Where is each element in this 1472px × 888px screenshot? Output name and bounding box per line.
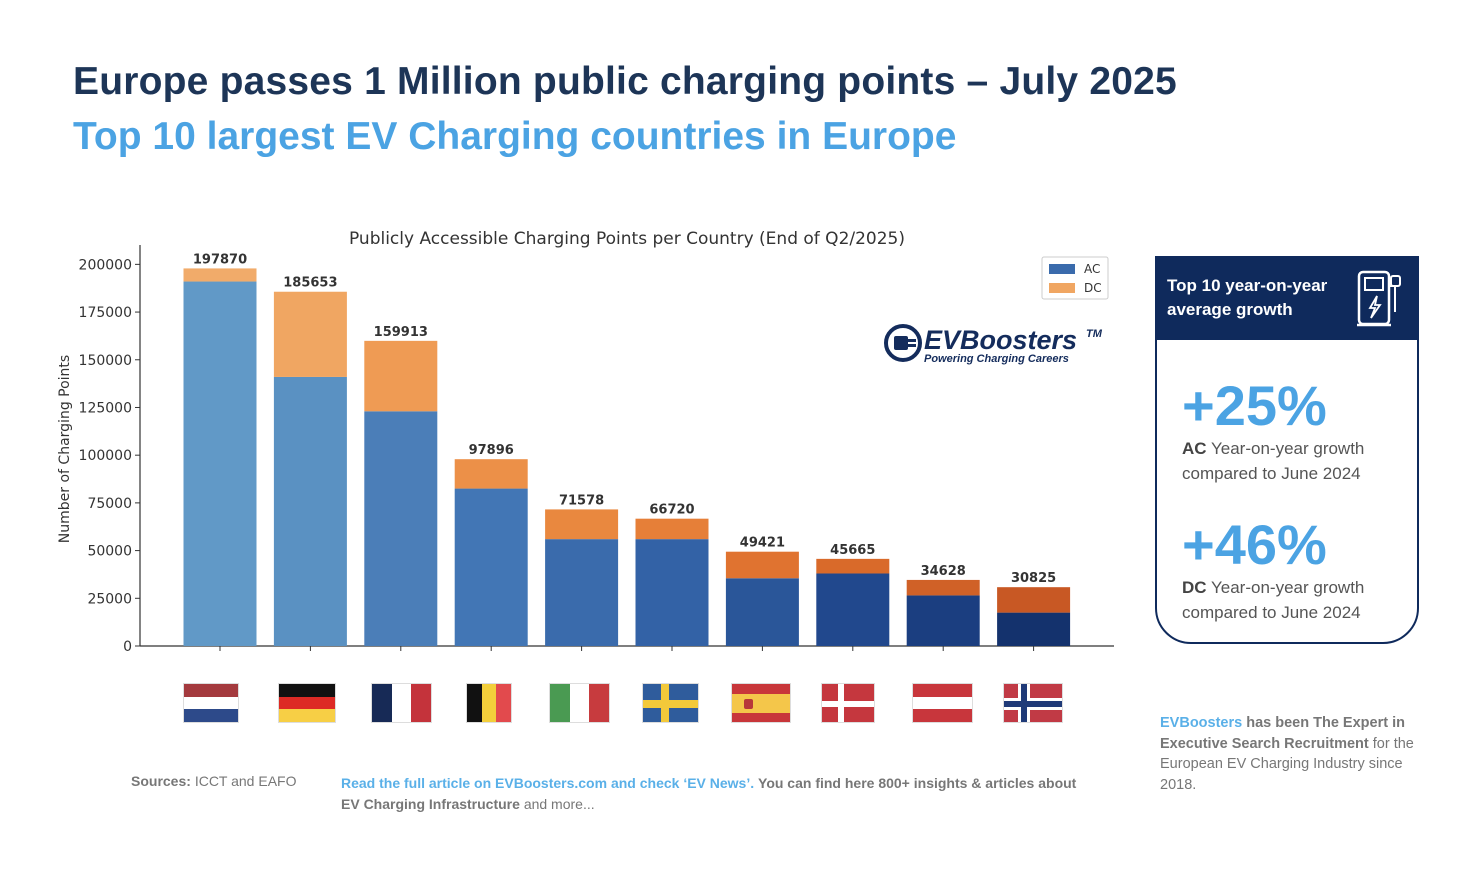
bar-total-label: 159913 bbox=[374, 325, 428, 340]
page-title: Europe passes 1 Million public charging … bbox=[73, 60, 1177, 103]
dc-growth-desc: Year-on-year growth compared to June 202… bbox=[1182, 578, 1365, 622]
bar-dc bbox=[997, 587, 1071, 613]
growth-panel-heading: Top 10 year-on-year average growth bbox=[1167, 276, 1328, 319]
bar-dc bbox=[816, 558, 890, 574]
bar-dc bbox=[364, 340, 438, 412]
flag-norway bbox=[1003, 683, 1063, 723]
bar-total-label: 45665 bbox=[830, 543, 875, 558]
bar-dc bbox=[273, 291, 347, 377]
bar-ac bbox=[364, 411, 438, 646]
legend-swatch-ac bbox=[1049, 264, 1075, 274]
bar-ac bbox=[725, 578, 799, 646]
flag-austria bbox=[912, 683, 973, 723]
dc-growth-label: DC bbox=[1182, 578, 1207, 597]
article-link[interactable]: Read the full article on EVBoosters.com … bbox=[341, 775, 755, 791]
sources-label: Sources: bbox=[131, 773, 191, 789]
growth-panel-header: Top 10 year-on-year average growth bbox=[1157, 258, 1417, 340]
logo-name: EVBoosters bbox=[924, 325, 1077, 355]
y-tick-label: 75000 bbox=[87, 496, 132, 512]
about-brand: EVBoosters bbox=[1160, 715, 1243, 731]
sources: Sources: ICCT and EAFO bbox=[131, 773, 296, 789]
bar-ac bbox=[183, 281, 257, 646]
y-tick-label: 0 bbox=[123, 639, 132, 655]
bar-ac bbox=[997, 612, 1071, 646]
legend-label-dc: DC bbox=[1084, 281, 1102, 295]
evboosters-logo: EVBoosters TM Powering Charging Careers bbox=[882, 322, 1112, 372]
bar-total-label: 185653 bbox=[283, 276, 337, 291]
y-tick-label: 100000 bbox=[79, 448, 132, 464]
y-tick-label: 200000 bbox=[79, 257, 132, 273]
bar-dc bbox=[545, 509, 619, 540]
bar-chart: Publicly Accessible Charging Points per … bbox=[57, 229, 1114, 655]
bar-total-label: 197870 bbox=[193, 252, 247, 267]
logo-tm: TM bbox=[1086, 328, 1103, 340]
ac-growth-label: AC bbox=[1182, 439, 1207, 458]
bar-total-label: 30825 bbox=[1011, 571, 1056, 586]
flag-italy bbox=[549, 683, 610, 723]
ac-growth-value: +25% bbox=[1182, 374, 1327, 437]
bar-dc bbox=[454, 459, 528, 489]
flag-belgium bbox=[466, 683, 512, 723]
flag-france bbox=[371, 683, 432, 723]
dc-growth-value: +46% bbox=[1182, 513, 1327, 576]
bar-dc bbox=[906, 579, 980, 596]
bar-dc bbox=[635, 518, 709, 540]
flag-spain bbox=[731, 683, 791, 723]
bar-dc bbox=[183, 268, 257, 282]
chart-title: Publicly Accessible Charging Points per … bbox=[349, 229, 905, 249]
article-tail: and more... bbox=[523, 796, 595, 812]
article-text: You can find here 800+ insights & articl… bbox=[341, 775, 1077, 812]
bar-ac bbox=[906, 595, 980, 646]
about-bold: has been The Expert in Executive Search … bbox=[1160, 715, 1405, 752]
flag-sweden bbox=[642, 683, 699, 723]
bar-ac bbox=[273, 376, 347, 646]
charging-station-icon bbox=[1357, 270, 1401, 327]
y-tick-label: 25000 bbox=[87, 591, 132, 607]
bar-dc bbox=[725, 551, 799, 579]
bar-total-label: 34628 bbox=[921, 564, 966, 579]
bar-total-label: 66720 bbox=[649, 503, 694, 518]
y-tick-label: 125000 bbox=[79, 400, 132, 416]
y-tick-label: 175000 bbox=[79, 305, 132, 321]
y-axis-label: Number of Charging Points bbox=[57, 355, 73, 543]
growth-panel: Top 10 year-on-year average growth +25% … bbox=[1155, 256, 1419, 644]
ac-growth-desc: Year-on-year growth compared to June 202… bbox=[1182, 439, 1365, 483]
bar-total-label: 97896 bbox=[469, 443, 514, 458]
y-tick-label: 150000 bbox=[79, 353, 132, 369]
bar-total-label: 49421 bbox=[740, 536, 785, 551]
sources-text: ICCT and EAFO bbox=[194, 773, 297, 789]
page-subtitle: Top 10 largest EV Charging countries in … bbox=[73, 115, 957, 158]
bar-ac bbox=[545, 539, 619, 646]
y-tick-label: 50000 bbox=[87, 544, 132, 560]
logo-tagline: Powering Charging Careers bbox=[924, 353, 1069, 365]
article-note: Read the full article on EVBoosters.com … bbox=[341, 773, 1081, 815]
ac-growth-stat: +25% AC Year-on-year growth compared to … bbox=[1182, 376, 1407, 486]
flag-denmark bbox=[821, 683, 875, 723]
legend-swatch-dc bbox=[1049, 283, 1075, 293]
dc-growth-stat: +46% DC Year-on-year growth compared to … bbox=[1182, 515, 1407, 625]
about-text: for the European EV Charging Industry si… bbox=[1160, 735, 1414, 793]
bar-ac bbox=[635, 539, 709, 646]
about-note: EVBoosters has been The Expert in Execut… bbox=[1160, 713, 1430, 795]
bar-ac bbox=[816, 573, 890, 646]
flag-germany bbox=[278, 683, 336, 723]
flag-netherlands bbox=[183, 683, 239, 723]
legend-label-ac: AC bbox=[1084, 262, 1100, 276]
bar-ac bbox=[454, 488, 528, 646]
bar-total-label: 71578 bbox=[559, 493, 604, 508]
